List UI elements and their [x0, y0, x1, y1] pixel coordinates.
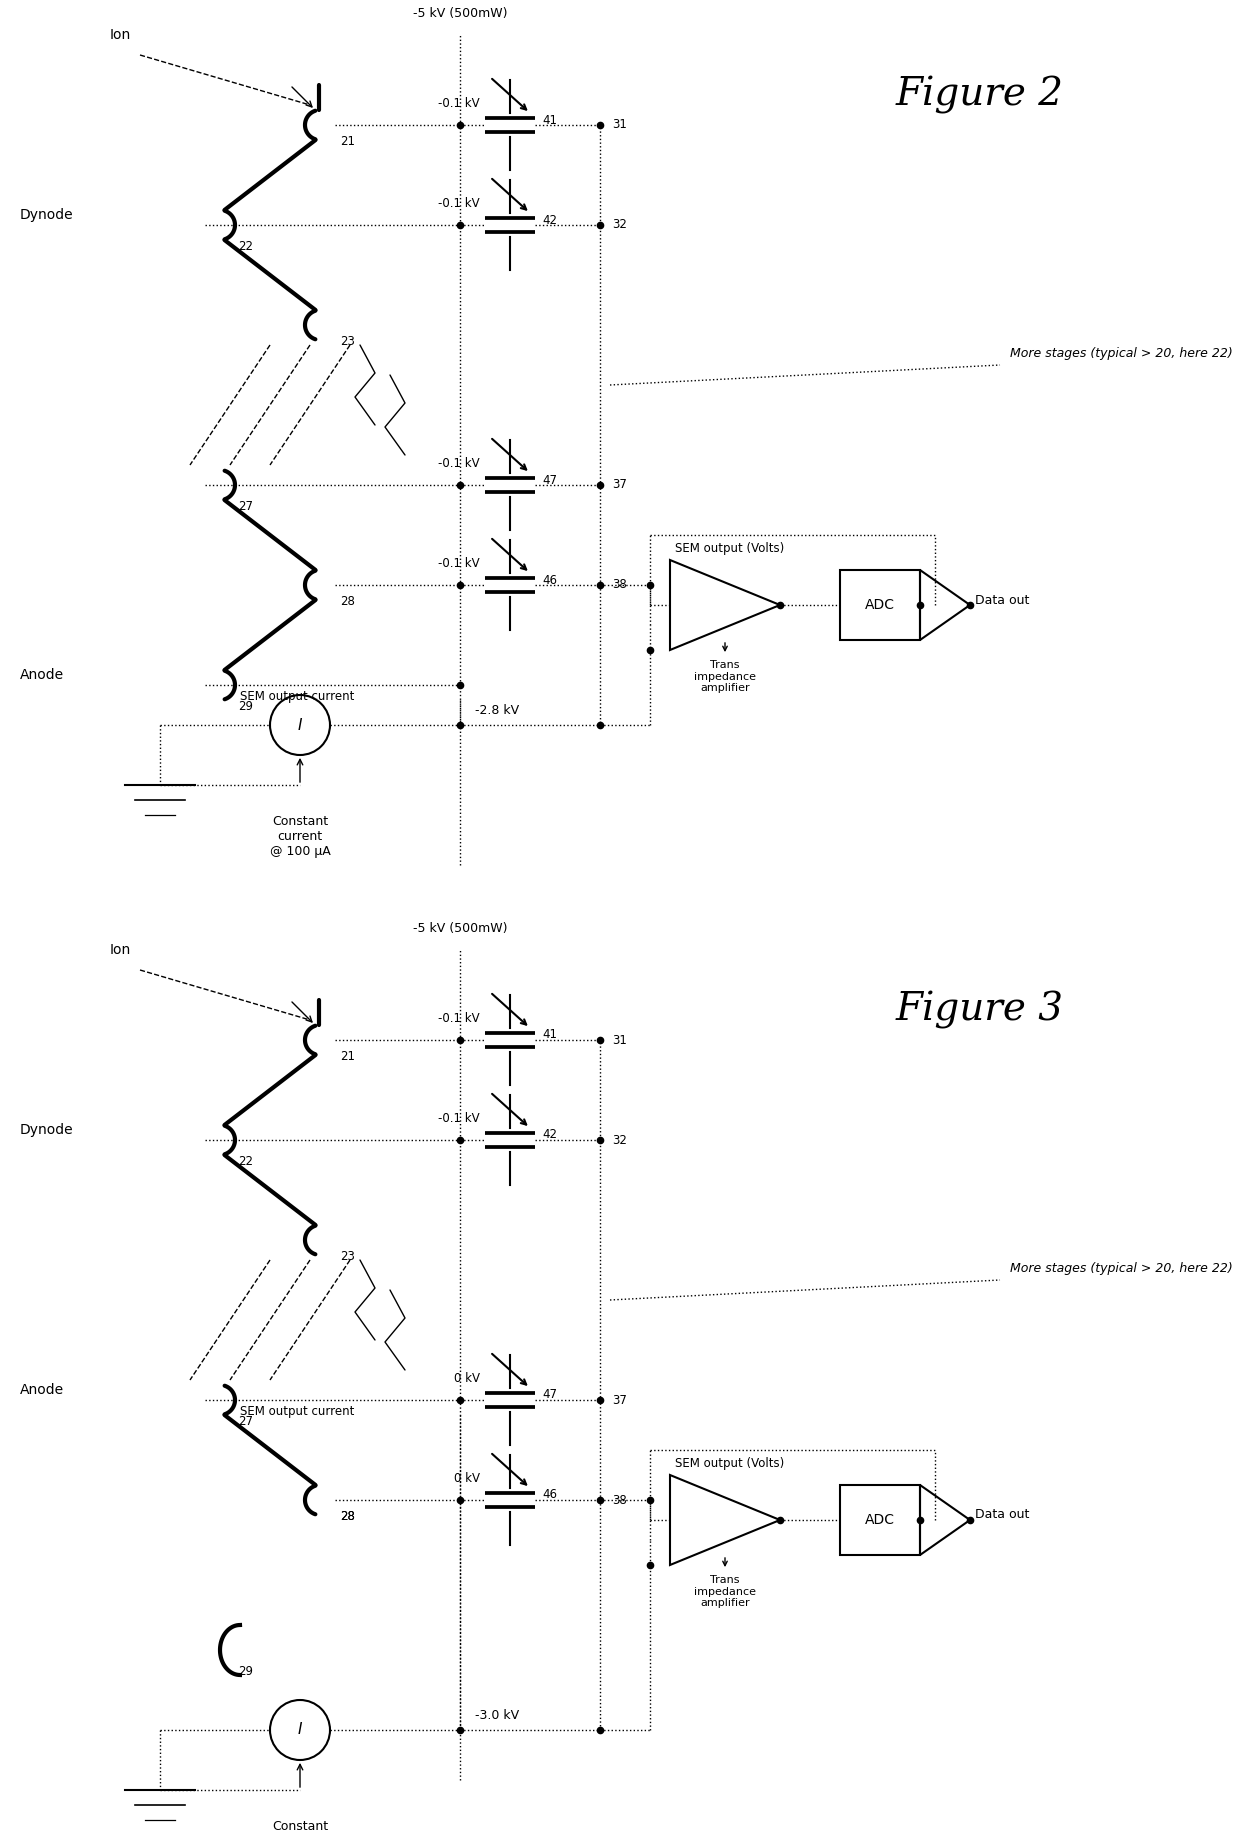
- Text: 22: 22: [238, 240, 253, 253]
- Text: -5 kV (500mW): -5 kV (500mW): [413, 7, 507, 20]
- Text: SEM output (Volts): SEM output (Volts): [675, 1457, 784, 1469]
- Text: ADC: ADC: [866, 1513, 895, 1526]
- Text: 38: 38: [613, 1493, 626, 1506]
- Text: SEM output (Volts): SEM output (Volts): [675, 542, 784, 554]
- Text: 23: 23: [340, 1250, 355, 1263]
- Text: 31: 31: [613, 1034, 627, 1047]
- Text: -0.1 kV: -0.1 kV: [439, 1113, 480, 1125]
- Text: 42: 42: [542, 1129, 557, 1142]
- Text: Ion: Ion: [110, 942, 131, 957]
- Text: Dynode: Dynode: [20, 209, 73, 221]
- Text: SEM output current: SEM output current: [241, 690, 355, 703]
- Text: 29: 29: [238, 701, 253, 714]
- Text: -0.1 kV: -0.1 kV: [439, 1012, 480, 1025]
- Text: Figure 2: Figure 2: [897, 77, 1064, 113]
- Text: 0 kV: 0 kV: [454, 1471, 480, 1484]
- Text: -0.1 kV: -0.1 kV: [439, 556, 480, 569]
- Text: Constant
current
@ 100 μA: Constant current @ 100 μA: [269, 814, 330, 858]
- Text: 21: 21: [340, 1050, 355, 1063]
- Text: More stages (typical > 20, here 22): More stages (typical > 20, here 22): [1011, 1263, 1233, 1276]
- Text: Constant
current
@ 100 μA: Constant current @ 100 μA: [269, 1821, 330, 1830]
- Text: 28: 28: [340, 595, 355, 608]
- Text: 23: 23: [340, 335, 355, 348]
- Text: 46: 46: [542, 573, 557, 586]
- Text: Data out: Data out: [975, 1508, 1029, 1521]
- Text: 31: 31: [613, 119, 627, 132]
- Text: 46: 46: [542, 1488, 557, 1501]
- Text: -0.1 kV: -0.1 kV: [439, 198, 480, 210]
- Text: 21: 21: [340, 135, 355, 148]
- Text: 41: 41: [542, 113, 557, 126]
- Text: -3.0 kV: -3.0 kV: [475, 1709, 520, 1722]
- Text: I: I: [298, 717, 303, 732]
- Text: 28: 28: [340, 1510, 355, 1523]
- Text: Ion: Ion: [110, 27, 131, 42]
- Text: Dynode: Dynode: [20, 1124, 73, 1136]
- Text: -0.1 kV: -0.1 kV: [439, 458, 480, 470]
- Text: Anode: Anode: [20, 668, 64, 683]
- Text: 41: 41: [542, 1028, 557, 1041]
- Text: 29: 29: [238, 1665, 253, 1678]
- Text: 42: 42: [542, 214, 557, 227]
- Text: Trans
impedance
amplifier: Trans impedance amplifier: [694, 1576, 756, 1609]
- Bar: [839, 569, 920, 640]
- Text: 37: 37: [613, 478, 627, 492]
- Text: Anode: Anode: [20, 1383, 64, 1396]
- Text: -2.8 kV: -2.8 kV: [475, 705, 520, 717]
- Text: 47: 47: [542, 1389, 557, 1402]
- Text: -0.1 kV: -0.1 kV: [439, 97, 480, 110]
- Text: 27: 27: [238, 500, 253, 512]
- Text: More stages (typical > 20, here 22): More stages (typical > 20, here 22): [1011, 348, 1233, 361]
- Text: 37: 37: [613, 1393, 627, 1407]
- Text: 47: 47: [542, 474, 557, 487]
- Text: 0 kV: 0 kV: [454, 1372, 480, 1385]
- Text: 27: 27: [238, 1415, 253, 1427]
- Text: 38: 38: [613, 578, 626, 591]
- Bar: [839, 1484, 920, 1556]
- Text: ADC: ADC: [866, 598, 895, 611]
- Text: -5 kV (500mW): -5 kV (500mW): [413, 922, 507, 935]
- Text: 32: 32: [613, 218, 627, 232]
- Text: SEM output current: SEM output current: [241, 1405, 355, 1418]
- Text: 32: 32: [613, 1133, 627, 1147]
- Text: Figure 3: Figure 3: [897, 992, 1064, 1028]
- Text: I: I: [298, 1722, 303, 1737]
- Text: 22: 22: [238, 1155, 253, 1168]
- Text: 28: 28: [340, 1510, 355, 1523]
- Text: Trans
impedance
amplifier: Trans impedance amplifier: [694, 661, 756, 694]
- Text: Data out: Data out: [975, 593, 1029, 606]
